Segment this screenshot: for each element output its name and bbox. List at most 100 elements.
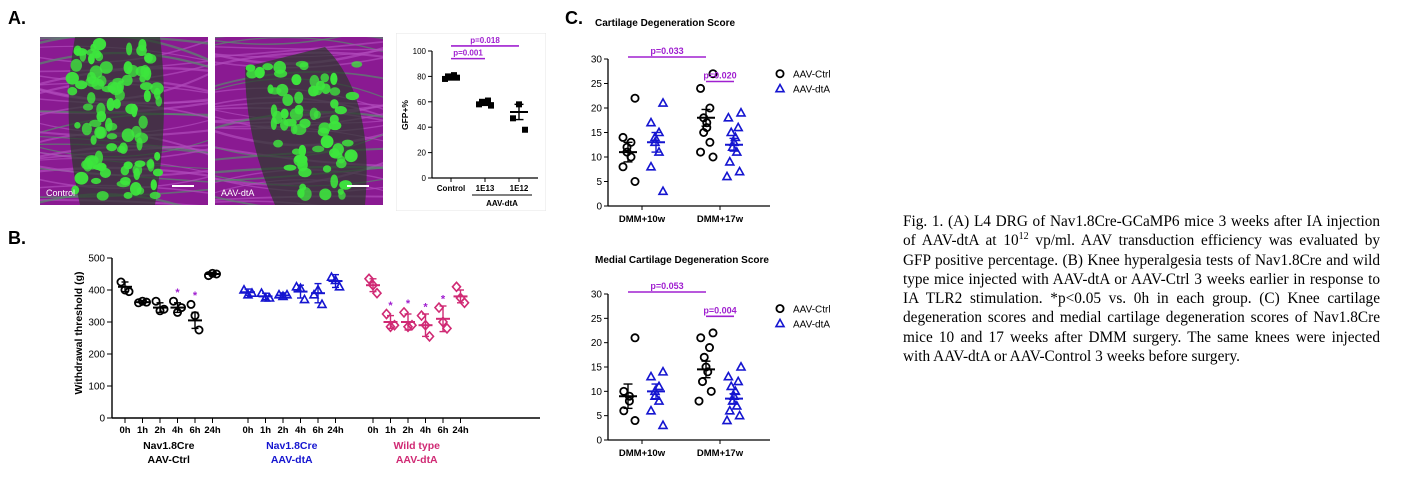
gfp-cell: [96, 162, 107, 172]
gfp-cell: [330, 99, 339, 109]
y-tick-label: 25: [591, 314, 603, 325]
gfp-cell: [75, 80, 88, 90]
y-tick-label: 0: [596, 436, 602, 447]
gfp-cell: [74, 122, 81, 129]
gfp-cell: [351, 61, 363, 68]
group-treatment: AAV-Ctrl: [148, 454, 190, 466]
data-point: [699, 128, 709, 138]
data-point: [696, 147, 706, 157]
group-name: Nav1.8Cre: [143, 440, 195, 452]
y-tick-label: 100: [88, 382, 105, 393]
data-point: [622, 142, 632, 152]
micrograph-aav-dta: AAV-dtA: [215, 37, 383, 205]
y-tick-label: 15: [591, 128, 603, 139]
gfp-cell: [70, 58, 83, 72]
pvalue-label: p=0.004: [703, 305, 736, 315]
data-point: [721, 170, 733, 181]
gfp-cell: [154, 151, 161, 161]
tissue-fiber: [40, 37, 208, 61]
y-tick-label: 300: [88, 318, 105, 329]
gfp-cell: [295, 60, 309, 68]
gfp-cell: [297, 188, 305, 198]
gfp-cell: [298, 167, 312, 178]
x-tick-label: 2h: [277, 425, 288, 436]
data-point: [731, 400, 743, 410]
x-tick-label: 1h: [385, 425, 396, 436]
data-point: [308, 288, 320, 299]
gfp-cell: [246, 69, 258, 79]
gfp-cell: [330, 174, 339, 189]
gfp-cell: [150, 82, 164, 95]
significance-mark: *: [193, 290, 198, 302]
x-tick-label: 4h: [295, 425, 306, 436]
data-point: [734, 165, 745, 176]
gfp-cell: [270, 104, 278, 118]
gfp-cell: [309, 107, 319, 121]
gfp-cell: [136, 137, 143, 151]
data-point: [706, 386, 716, 396]
y-tick-label: 10: [591, 153, 603, 164]
data-point: [645, 404, 657, 415]
gfp-cell: [82, 158, 93, 172]
gfp-cell: [67, 86, 78, 96]
gfp-cell: [270, 117, 277, 131]
gfp-cell: [338, 191, 346, 200]
y-tick-label: 20: [591, 338, 603, 349]
gfp-cell: [294, 91, 304, 104]
group-label: AAV-dtA: [486, 199, 518, 208]
caption-text-1: Fig. 1. (A) L4 DRG of Nav1.8Cre-GCaMP6 m…: [903, 213, 1380, 250]
x-tick-label: 0h: [367, 425, 378, 436]
gfp-cell: [345, 151, 355, 160]
data-point: [630, 93, 640, 103]
pvalue-label: p=0.053: [650, 281, 683, 291]
gfp-cell: [290, 123, 298, 135]
y-tick-label: 15: [591, 363, 603, 374]
data-point: [624, 396, 634, 406]
y-tick-label: 60: [417, 98, 426, 107]
x-tick-label: 6h: [437, 425, 448, 436]
y-tick-label: 30: [591, 55, 603, 66]
data-point: [657, 97, 669, 107]
gfp-cell: [112, 98, 121, 109]
legend-label: AAV-Ctrl: [793, 305, 831, 316]
data-point: [734, 409, 745, 420]
x-tick-label: 24h: [452, 425, 469, 436]
chart-frame: [396, 33, 546, 211]
significance-mark: *: [423, 301, 428, 313]
gfp-cell: [282, 94, 294, 107]
data-point: [708, 328, 718, 338]
x-tick-label: 24h: [327, 425, 344, 436]
gfp-cell: [89, 119, 102, 128]
data-point: [398, 306, 410, 319]
data-point: [645, 370, 657, 381]
data-point: [657, 419, 669, 430]
legend-marker: [775, 304, 785, 314]
y-tick-label: 5: [596, 177, 602, 188]
gfp-cell: [328, 148, 340, 158]
gfp-cell: [87, 53, 95, 65]
gfp-cell: [96, 111, 107, 123]
gfp-cell: [90, 135, 97, 145]
micrograph-control: Control: [40, 37, 208, 205]
gfp-cell: [334, 106, 347, 115]
gfp-cell: [345, 91, 360, 101]
gfp-cell: [283, 164, 297, 171]
gfp-cell: [276, 83, 289, 97]
gfp-cell: [143, 89, 151, 103]
legend-label: AAV-dtA: [793, 320, 830, 331]
data-point: [694, 396, 704, 406]
data-point: [705, 137, 715, 147]
legend-label: AAV-Ctrl: [793, 70, 831, 81]
data-point: [151, 296, 161, 306]
data-point: [705, 103, 715, 113]
gfp-cell: [92, 37, 107, 51]
gfp-cell: [135, 66, 148, 77]
pvalue-label: p=0.018: [470, 36, 500, 45]
data-point: [522, 126, 528, 133]
y-tick-label: 100: [413, 47, 427, 56]
gfp-cell: [82, 103, 94, 111]
data-point: [424, 330, 435, 343]
legend-marker: [774, 317, 786, 328]
y-tick-label: 0: [596, 202, 602, 213]
scale-bar: [172, 185, 194, 187]
